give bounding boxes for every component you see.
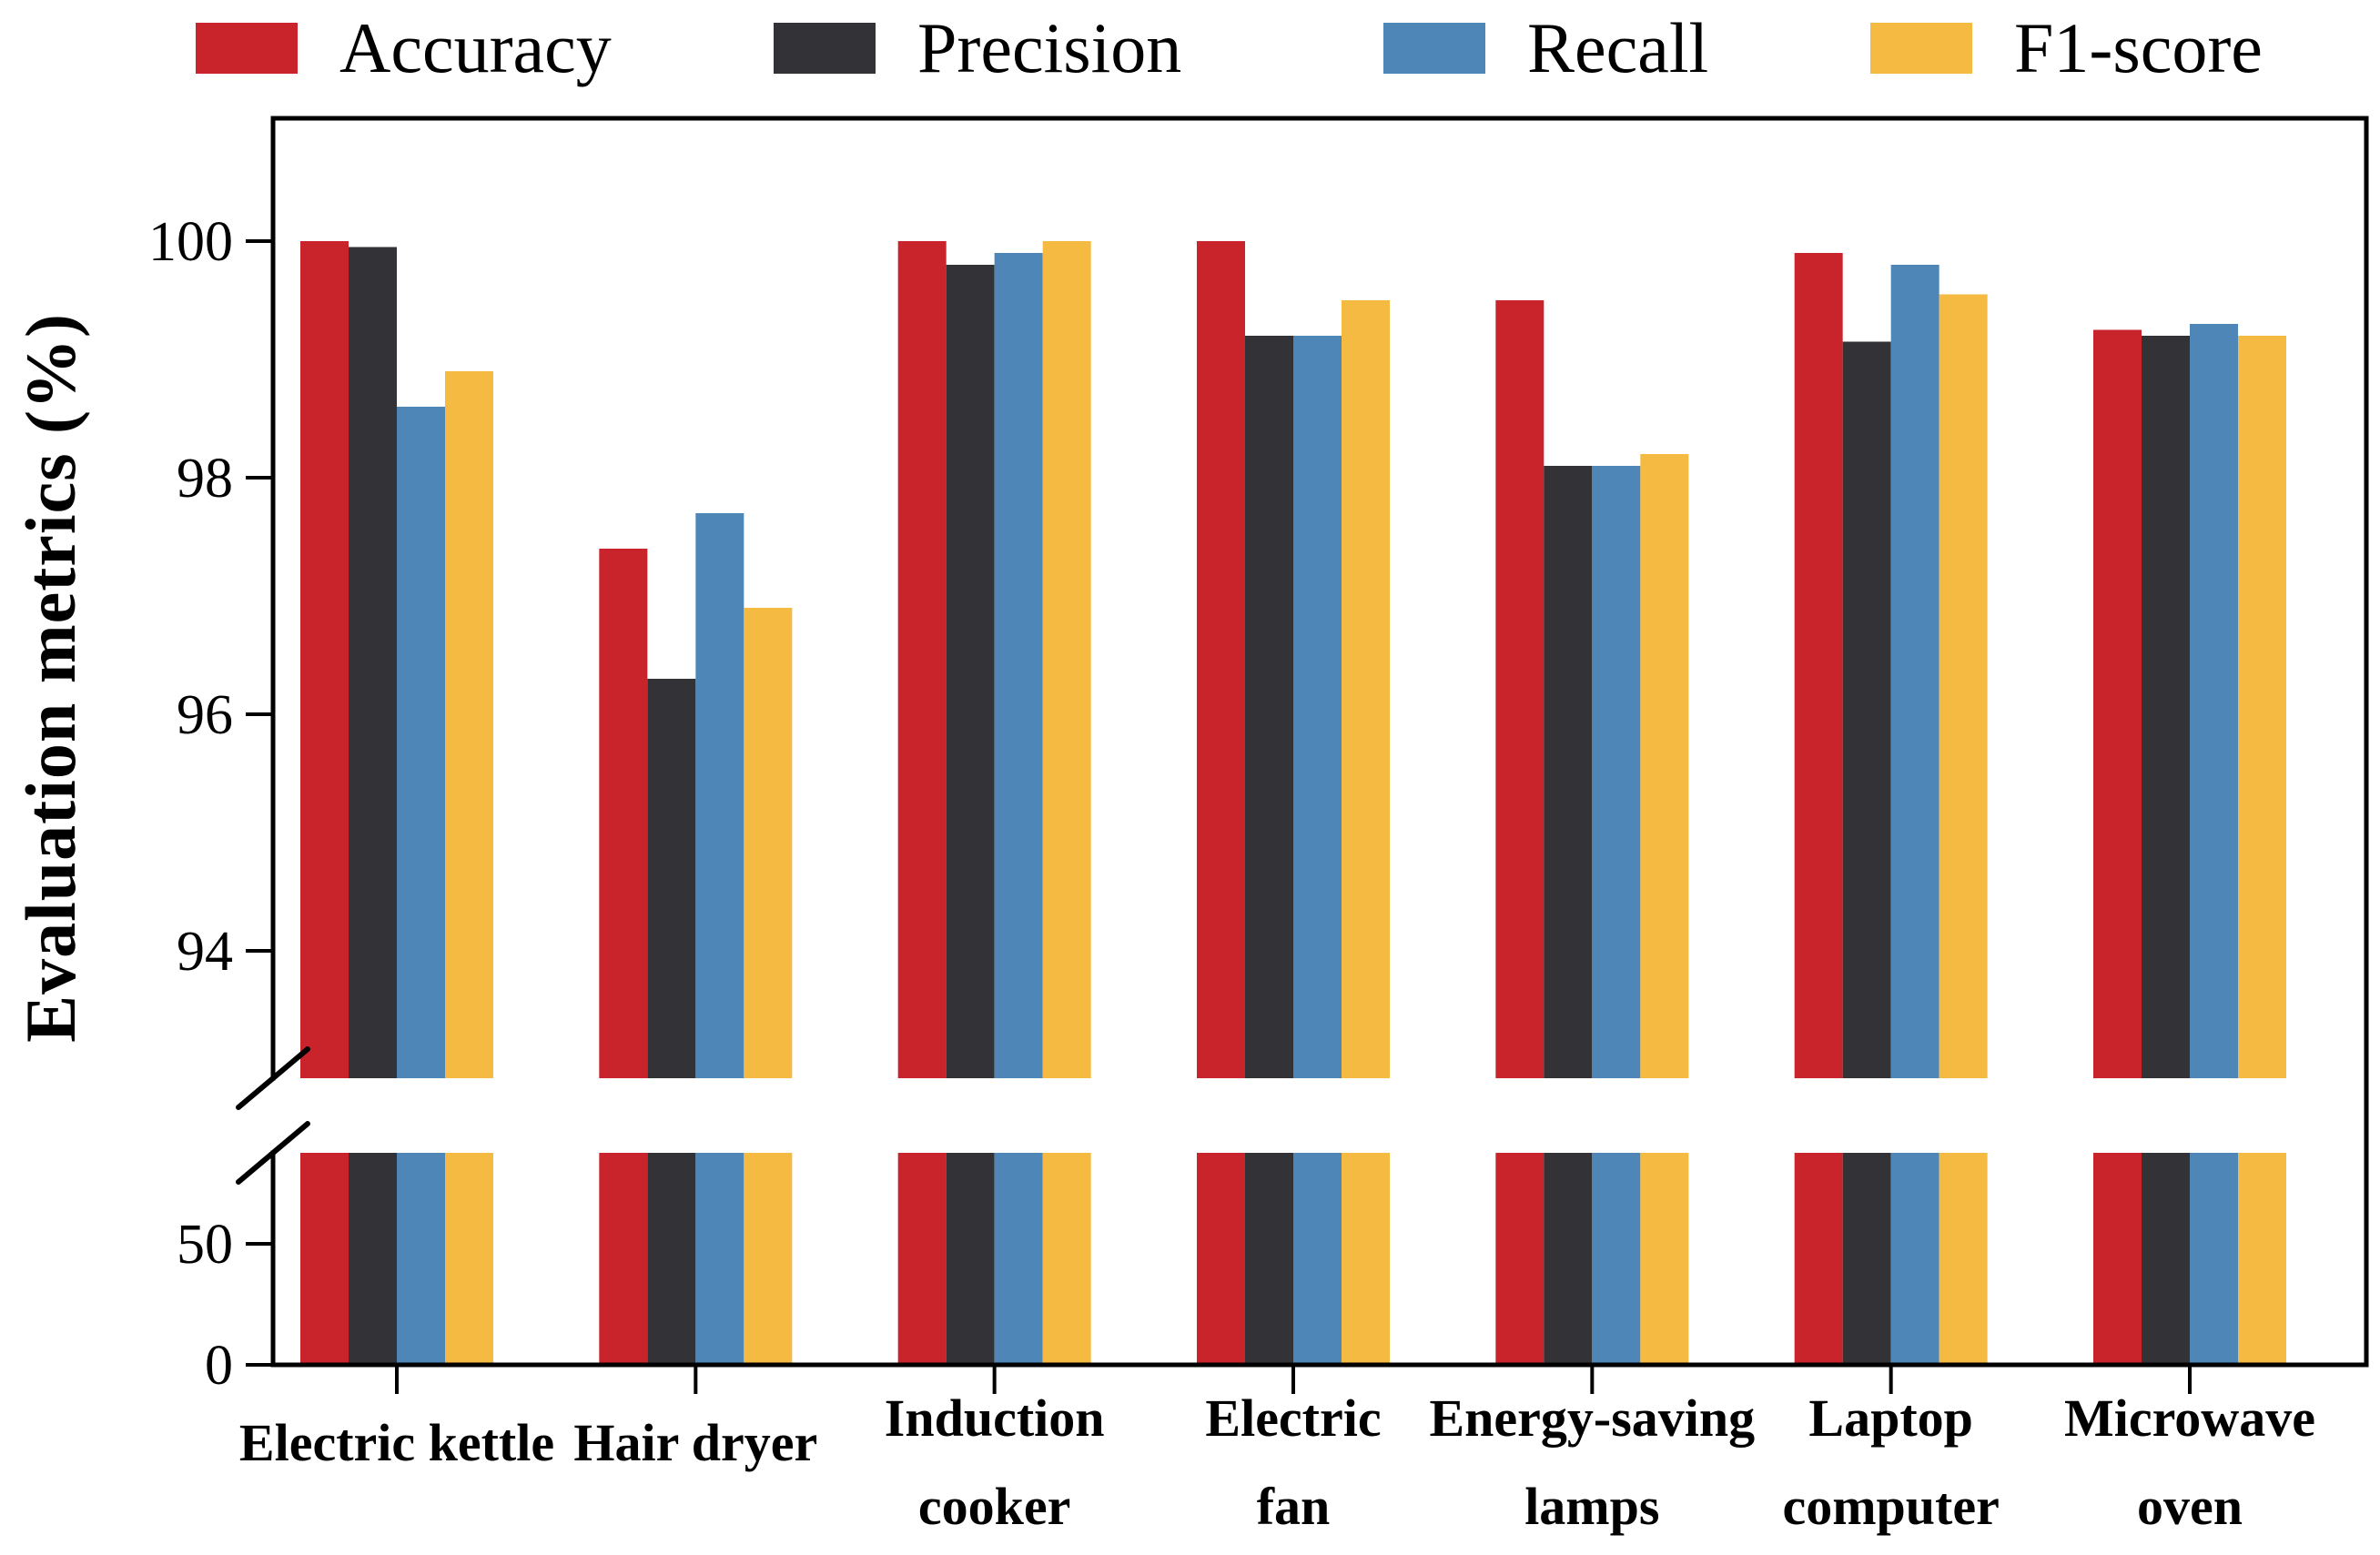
bar-upper-f1-score-hair-dryer [744,608,793,1078]
bar-lower-precision-hair-dryer [647,1153,696,1365]
bar-lower-accuracy-laptop-computer [1794,1153,1843,1365]
bar-upper-recall-energy-saving-lamps [1592,466,1641,1078]
bar-lower-accuracy-induction-cooker [897,1153,947,1365]
bar-lower-f1-score-energy-saving-lamps [1640,1153,1689,1365]
y-tick-label-96: 96 [177,684,233,746]
bar-lower-precision-electric-kettle [349,1153,397,1365]
bar-upper-precision-energy-saving-lamps [1544,466,1593,1078]
bar-upper-precision-laptop-computer [1842,341,1891,1078]
bar-lower-accuracy-energy-saving-lamps [1495,1153,1544,1365]
legend-item-recall: Recall [1383,7,1708,89]
bar-lower-f1-score-induction-cooker [1042,1153,1091,1365]
bar-upper-accuracy-hair-dryer [599,549,648,1078]
y-tick-label-100: 100 [148,211,233,273]
bar-lower-precision-laptop-computer [1842,1153,1891,1365]
bar-lower-accuracy-electric-kettle [300,1153,349,1365]
legend-label-accuracy: Accuracy [339,8,612,87]
bar-upper-f1-score-microwave-oven [2237,336,2286,1078]
legend: Accuracy Precision Recall F1-score [0,7,2380,89]
bar-upper-accuracy-induction-cooker [897,241,947,1078]
bar-lower-recall-hair-dryer [695,1153,744,1365]
y-tick-label-50: 50 [177,1214,233,1276]
axes-layer [270,116,2369,1368]
bar-upper-f1-score-electric-kettle [445,371,493,1078]
bar-lower-precision-microwave-oven [2141,1153,2190,1365]
bar-lower-precision-electric-fan [1244,1153,1293,1365]
legend-swatch-f1-score [1870,23,1972,74]
bar-upper-recall-electric-kettle [397,407,445,1078]
bars-layer [300,241,2286,1365]
x-tick-label-induction-cooker: Induction cooker [885,1388,1105,1536]
bar-lower-precision-induction-cooker [946,1153,995,1365]
bar-lower-precision-energy-saving-lamps [1544,1153,1593,1365]
y-ticks: 100 98 96 94 50 0 [148,211,273,1397]
bar-upper-accuracy-microwave-oven [2092,329,2142,1078]
bar-lower-recall-electric-kettle [397,1153,445,1365]
bar-upper-precision-hair-dryer [647,679,696,1078]
bar-lower-recall-laptop-computer [1890,1153,1939,1365]
bar-lower-f1-score-microwave-oven [2237,1153,2286,1365]
legend-item-precision: Precision [774,7,1181,89]
x-tick-label-electric-kettle: Electric kettle [239,1413,554,1472]
bar-upper-f1-score-electric-fan [1341,300,1390,1078]
bar-upper-recall-hair-dryer [695,513,744,1078]
bar-lower-recall-electric-fan [1292,1153,1342,1365]
axis-break-slash-upper [236,1046,310,1110]
bar-upper-f1-score-induction-cooker [1042,241,1091,1078]
bar-upper-accuracy-energy-saving-lamps [1495,300,1544,1078]
x-tick-label-microwave-oven: Microwave oven [2064,1388,2315,1536]
bar-upper-precision-electric-fan [1244,336,1293,1078]
bar-lower-recall-microwave-oven [2189,1153,2238,1365]
bar-lower-f1-score-electric-fan [1341,1153,1390,1365]
x-tick-label-energy-saving-lamps: Energy-saving lamps [1429,1388,1755,1536]
y-tick-label-98: 98 [177,448,233,510]
legend-item-f1-score: F1-score [1870,7,2263,89]
bar-upper-recall-microwave-oven [2189,324,2238,1078]
bar-upper-precision-microwave-oven [2141,336,2190,1078]
y-tick-label-0: 0 [205,1335,233,1397]
legend-label-precision: Precision [917,8,1182,87]
axis-break-marks [236,1046,310,1185]
legend-swatch-accuracy [196,23,298,74]
bar-upper-recall-induction-cooker [994,253,1043,1078]
axis-break-slash-lower [236,1121,310,1185]
legend-swatch-precision [774,23,876,74]
bar-upper-accuracy-electric-fan [1196,241,1245,1078]
bar-lower-f1-score-laptop-computer [1939,1153,1988,1365]
legend-swatch-recall [1383,23,1485,74]
x-axis-labels: Electric kettle Hair dryer Induction cooker… [239,1367,2315,1536]
bar-lower-accuracy-microwave-oven [2092,1153,2142,1365]
bar-upper-recall-electric-fan [1292,336,1342,1078]
x-tick-label-hair-dryer: Hair dryer [573,1413,817,1472]
bar-upper-f1-score-energy-saving-lamps [1640,454,1689,1078]
bar-upper-recall-laptop-computer [1890,265,1939,1078]
bar-lower-recall-induction-cooker [994,1153,1043,1365]
bar-upper-accuracy-electric-kettle [300,241,349,1078]
bar-upper-precision-induction-cooker [946,265,995,1078]
bar-upper-f1-score-laptop-computer [1939,294,1988,1078]
legend-label-f1-score: F1-score [2014,8,2263,87]
bar-lower-recall-energy-saving-lamps [1592,1153,1641,1365]
bar-lower-accuracy-hair-dryer [599,1153,648,1365]
bar-lower-f1-score-electric-kettle [445,1153,493,1365]
x-tick-label-laptop-computer: Laptop computer [1782,1388,1999,1536]
y-tick-label-94: 94 [177,921,233,983]
legend-label-recall: Recall [1527,8,1709,87]
bar-upper-precision-electric-kettle [349,247,397,1078]
bar-lower-accuracy-electric-fan [1196,1153,1245,1365]
x-tick-label-electric-fan: Electric fan [1205,1388,1381,1536]
bar-lower-f1-score-hair-dryer [744,1153,793,1365]
bar-upper-accuracy-laptop-computer [1794,253,1843,1078]
legend-item-accuracy: Accuracy [196,7,612,89]
